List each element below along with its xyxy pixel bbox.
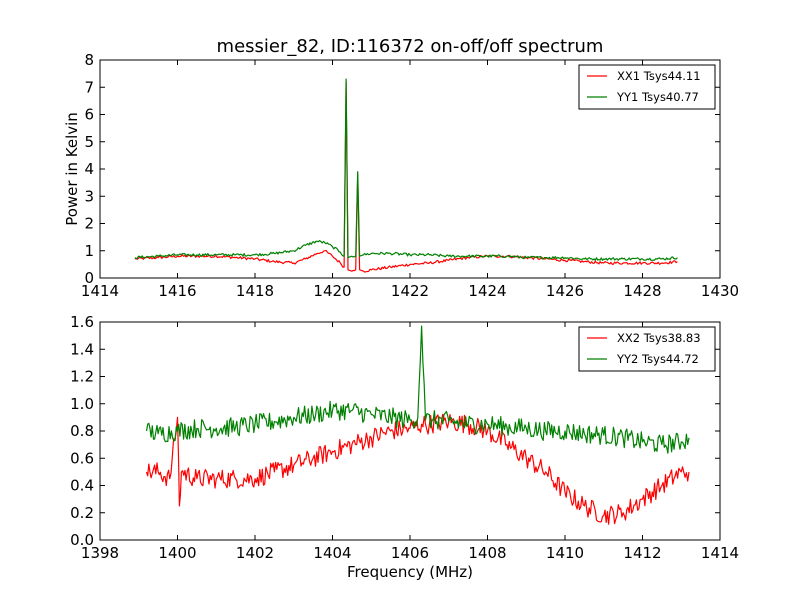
top-x-tick-label: 1428 — [623, 282, 661, 300]
top-series-group — [134, 78, 678, 273]
top-y-tick-label: 1 — [84, 242, 94, 260]
top-series-xx1-line — [134, 81, 678, 273]
bottom-x-tick-label: 1404 — [313, 544, 351, 562]
top-x-tick-label: 1420 — [313, 282, 351, 300]
bottom-legend-label-yy2: YY2 Tsys44.72 — [616, 352, 699, 366]
bottom-series-xx2-line — [145, 413, 690, 525]
bottom-x-tick-label: 1414 — [701, 544, 739, 562]
top-y-tick-label: 0 — [84, 269, 94, 287]
bottom-series-group — [145, 325, 690, 525]
top-x-tick-label: 1424 — [468, 282, 506, 300]
bottom-legend-box — [578, 326, 716, 372]
bottom-series-yy2-line — [145, 325, 690, 454]
top-y-tick-label: 6 — [84, 106, 94, 124]
bottom-x-tick-label: 1398 — [81, 544, 119, 562]
bottom-y-tick-label: 0.0 — [70, 531, 94, 549]
top-x-tick-label: 1430 — [701, 282, 739, 300]
bottom-x-tick-label: 1412 — [623, 544, 661, 562]
bottom-y-tick-label: 1.2 — [70, 368, 94, 386]
bottom-x-tick-label: 1408 — [468, 544, 506, 562]
bottom-y-tick-label: 0.2 — [70, 504, 94, 522]
top-legend-label-yy1: YY1 Tsys40.77 — [616, 90, 699, 104]
top-y-tick-label: 8 — [84, 51, 94, 69]
bottom-legend: XX2 Tsys38.83 YY2 Tsys44.72 — [578, 326, 716, 372]
bottom-x-axis-label: Frequency (MHz) — [347, 563, 473, 581]
top-legend: XX1 Tsys44.11 YY1 Tsys40.77 — [578, 64, 716, 110]
bottom-x-tick-label: 1402 — [236, 544, 274, 562]
bottom-x-tick-label: 1406 — [391, 544, 429, 562]
top-x-tick-label: 1416 — [158, 282, 196, 300]
top-x-tick-label: 1426 — [546, 282, 584, 300]
top-y-tick-label: 2 — [84, 215, 94, 233]
top-legend-label-xx1: XX1 Tsys44.11 — [617, 69, 701, 83]
bottom-legend-label-xx2: XX2 Tsys38.83 — [617, 331, 701, 345]
top-axes: 1414 1416 1418 1420 1422 1424 1426 1428 1430 0 1 2 3… — [63, 51, 739, 300]
top-y-tick-label: 3 — [84, 187, 94, 205]
bottom-y-tick-label: 0.8 — [70, 422, 94, 440]
top-y-tick-label: 7 — [84, 78, 94, 96]
top-x-tick-label: 1418 — [236, 282, 274, 300]
bottom-y-tick-label: 1.6 — [70, 313, 94, 331]
bottom-axes: 1398 1400 1402 1404 1406 1408 1410 1412 1414 0.0 0… — [70, 313, 739, 581]
top-y-tick-label: 4 — [84, 160, 94, 178]
bottom-ticks-group: 1398 1400 1402 1404 1406 1408 1410 1412 1414 0.0 0… — [70, 313, 739, 562]
bottom-y-tick-label: 1.4 — [70, 340, 94, 358]
top-y-tick-label: 5 — [84, 133, 94, 151]
top-legend-box — [578, 64, 716, 110]
bottom-x-tick-label: 1410 — [546, 544, 584, 562]
top-x-tick-label: 1422 — [391, 282, 429, 300]
bottom-y-tick-label: 0.6 — [70, 449, 94, 467]
bottom-x-tick-label: 1400 — [158, 544, 196, 562]
top-y-axis-label: Power in Kelvin — [63, 112, 81, 226]
top-x-tick-label: 1414 — [81, 282, 119, 300]
top-ticks-group: 1414 1416 1418 1420 1422 1424 1426 1428 1430 0 1 2 3… — [81, 51, 739, 300]
chart-title: messier_82, ID:116372 on-off/off spectru… — [217, 36, 604, 57]
top-series-yy1-line — [134, 78, 678, 261]
bottom-y-tick-label: 0.4 — [70, 477, 94, 495]
bottom-y-tick-label: 1.0 — [70, 395, 94, 413]
